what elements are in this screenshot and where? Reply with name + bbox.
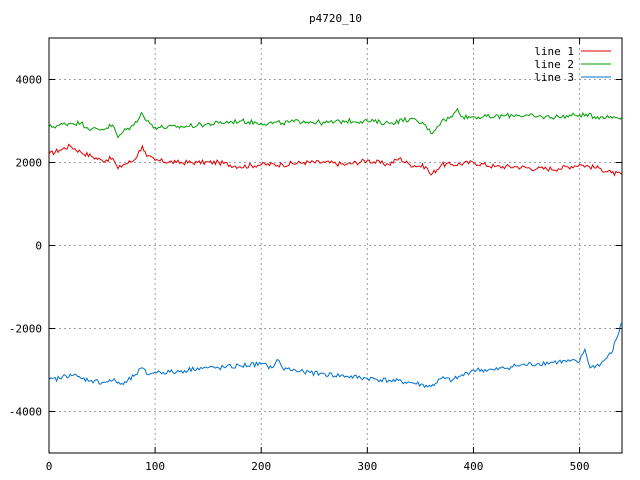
x-tick-label: 200 — [251, 460, 271, 473]
chart-title: p4720_10 — [309, 12, 362, 25]
x-tick-label: 0 — [46, 460, 53, 473]
legend-label-3: line 3 — [534, 71, 574, 84]
x-tick-label: 100 — [145, 460, 165, 473]
series-line-2 — [48, 107, 623, 139]
x-tick-label: 300 — [357, 460, 377, 473]
series-lines — [48, 107, 623, 389]
y-tick-label: 2000 — [16, 157, 43, 170]
x-tick-label: 400 — [464, 460, 484, 473]
gridlines — [49, 38, 622, 453]
legend-label-2: line 2 — [534, 58, 574, 71]
y-tick-label: -4000 — [9, 406, 42, 419]
series-line-1 — [48, 143, 623, 177]
y-tick-label: 0 — [35, 240, 42, 253]
legend-label-1: line 1 — [534, 45, 574, 58]
axis-ticks: 0 100 200 300 400 500 -4000 -2000 0 2000 4000 — [9, 38, 622, 473]
x-tick-label: 500 — [570, 460, 590, 473]
y-tick-label: 4000 — [16, 74, 43, 87]
series-line-3 — [48, 322, 623, 389]
y-tick-label: -2000 — [9, 323, 42, 336]
